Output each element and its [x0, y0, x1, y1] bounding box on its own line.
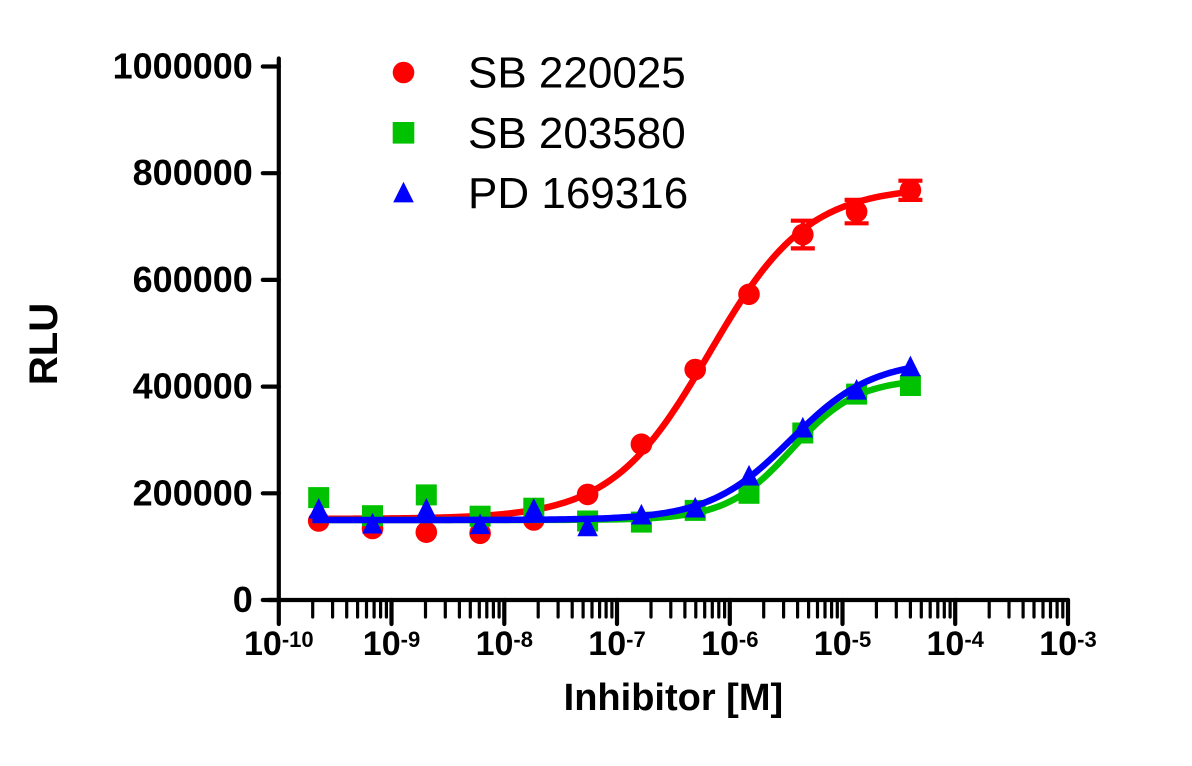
svg-text:10-6: 10-6 [701, 625, 758, 663]
svg-text:10-9: 10-9 [363, 625, 420, 663]
svg-text:Inhibitor [M]: Inhibitor [M] [564, 677, 783, 719]
svg-text:SB 220025: SB 220025 [468, 49, 686, 98]
svg-text:600000: 600000 [133, 259, 253, 300]
svg-text:200000: 200000 [133, 472, 253, 513]
svg-text:10-3: 10-3 [1039, 625, 1096, 663]
svg-text:PD 169316: PD 169316 [468, 169, 688, 218]
svg-text:0: 0 [233, 579, 253, 620]
svg-text:10-10: 10-10 [244, 625, 314, 663]
svg-text:10-7: 10-7 [588, 625, 645, 663]
svg-text:10-4: 10-4 [927, 625, 985, 663]
svg-text:10-5: 10-5 [814, 625, 871, 663]
svg-text:800000: 800000 [133, 152, 253, 193]
svg-text:1000000: 1000000 [113, 46, 253, 87]
svg-text:400000: 400000 [133, 366, 253, 407]
svg-text:10-8: 10-8 [476, 625, 533, 663]
svg-text:RLU: RLU [22, 303, 66, 385]
svg-text:SB 203580: SB 203580 [468, 109, 686, 158]
